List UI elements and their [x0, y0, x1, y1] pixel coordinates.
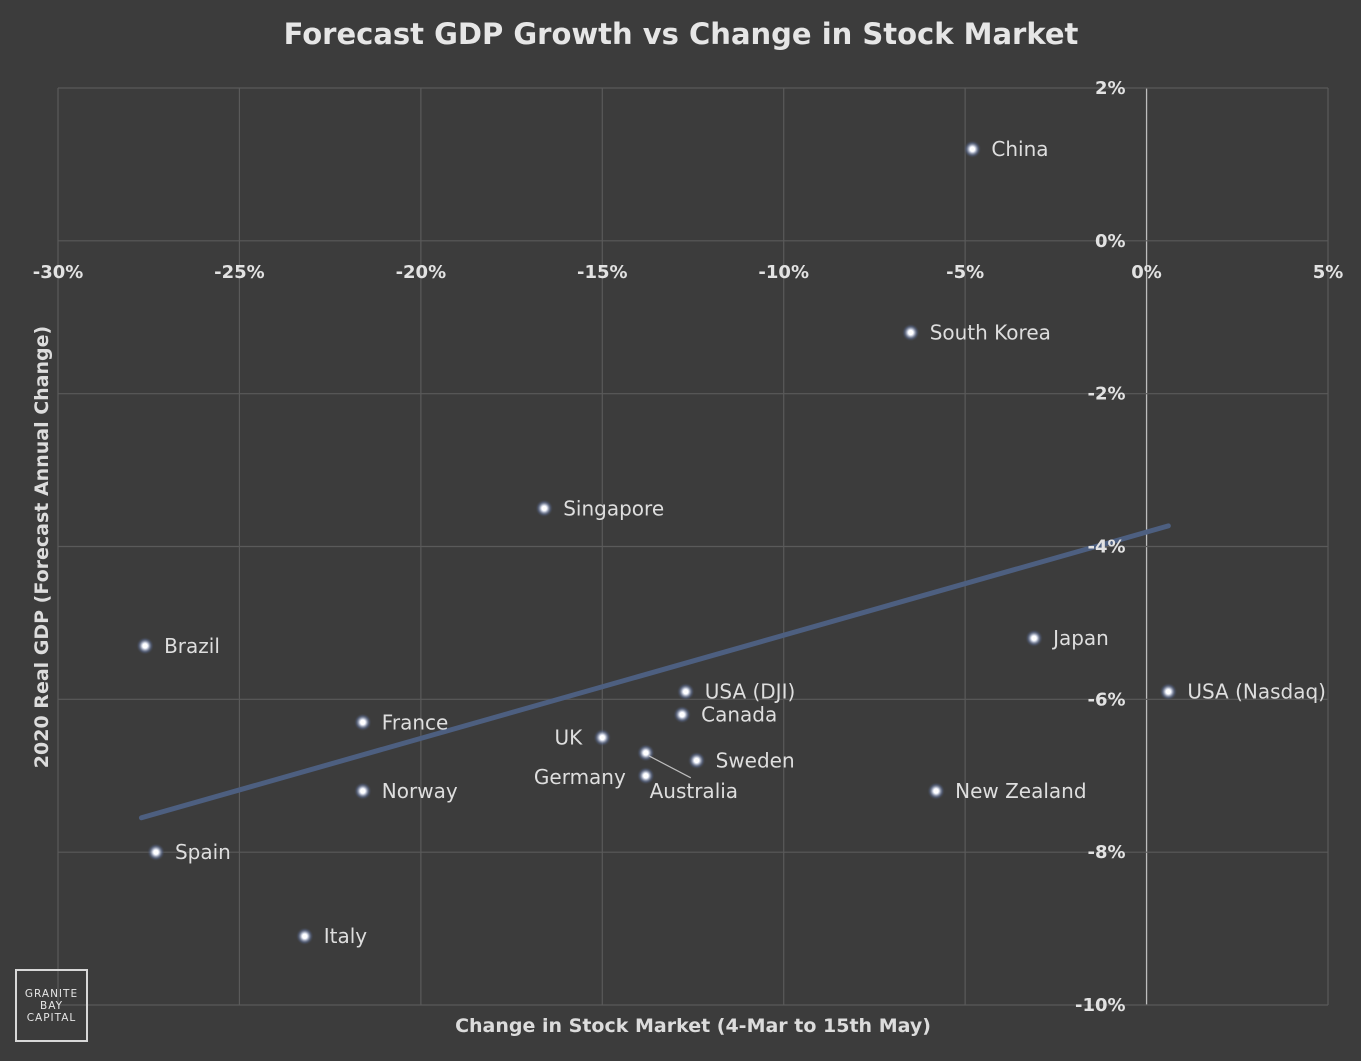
y-tick-label: -2%: [1088, 384, 1126, 405]
point-label: USA (DJI): [705, 680, 796, 704]
point-label: Italy: [324, 924, 368, 948]
y-tick-label: -10%: [1075, 995, 1126, 1016]
point-dot: [1165, 689, 1171, 695]
tick-labels: -30% -25% -20% -15% -10% -5% 0% 5% 2% 0% -2% -4% -6%…: [33, 78, 1344, 1016]
point-dot: [541, 505, 547, 511]
data-point: Sweden: [687, 748, 795, 772]
x-tick-label: 5%: [1313, 262, 1344, 283]
data-point: Germany: [534, 765, 655, 789]
data-point: Japan: [1025, 626, 1109, 650]
y-tick-label: 2%: [1095, 78, 1126, 99]
x-tick-label: -30%: [33, 262, 84, 283]
point-dot: [969, 146, 976, 152]
point-dot: [679, 712, 685, 718]
point-label: Canada: [701, 703, 777, 727]
y-tick-label: -6%: [1088, 689, 1126, 710]
point-dot: [643, 773, 649, 779]
data-point: Brazil: [136, 634, 220, 658]
point-label: Sweden: [716, 748, 795, 772]
x-tick-label: -25%: [214, 262, 265, 283]
point-dot: [302, 933, 308, 939]
point-label: China: [991, 137, 1048, 161]
logo-line-3: CAPITAL: [26, 1011, 77, 1024]
data-point: New Zealand: [927, 779, 1087, 803]
point-label: Germany: [534, 765, 626, 789]
y-tick-label: -8%: [1088, 842, 1126, 863]
data-point: Singapore: [535, 496, 664, 520]
data-point: Norway: [353, 779, 458, 803]
x-tick-label: -5%: [946, 262, 984, 283]
point-dot: [360, 719, 366, 725]
data-points: China South Korea Singapore Brazil Japan USA …: [136, 137, 1326, 948]
data-point: China: [963, 137, 1049, 161]
point-dot: [908, 329, 914, 336]
label-leader-line: [648, 755, 692, 779]
point-dot: [142, 643, 148, 649]
data-point: USA (Nasdaq): [1159, 680, 1326, 704]
y-tick-label: 0%: [1095, 231, 1126, 252]
y-axis-label: 2020 Real GDP (Forecast Annual Change): [31, 326, 53, 768]
point-label: Norway: [382, 779, 458, 803]
chart-title: Forecast GDP Growth vs Change in Stock M…: [284, 17, 1079, 51]
point-dot: [599, 734, 605, 741]
data-point: South Korea: [901, 321, 1051, 345]
point-label: France: [382, 710, 449, 734]
x-tick-label: 0%: [1131, 262, 1162, 283]
data-point: Spain: [146, 840, 231, 864]
data-point: Australia: [636, 743, 738, 803]
point-dot: [153, 849, 159, 855]
point-label: Brazil: [164, 634, 220, 658]
logo-line-1: GRANITE: [24, 987, 79, 1000]
data-point: USA (DJI): [676, 680, 796, 704]
point-dot: [1031, 635, 1037, 641]
x-axis-label: Change in Stock Market (4-Mar to 15th Ma…: [455, 1015, 931, 1037]
trendline-group: [138, 523, 1171, 821]
x-tick-label: -20%: [396, 262, 447, 283]
point-dot: [360, 788, 366, 794]
data-point: France: [353, 710, 449, 734]
point-dot: [933, 788, 939, 794]
y-tick-label: -4%: [1088, 537, 1126, 558]
point-dot: [643, 750, 649, 756]
point-label: UK: [555, 726, 584, 750]
point-label: South Korea: [930, 321, 1051, 345]
data-point: Italy: [295, 924, 368, 948]
granite-bay-capital-logo: GRANITE BAY CAPITAL: [15, 969, 88, 1042]
data-point: UK: [555, 726, 612, 750]
data-point: Canada: [673, 703, 777, 727]
point-label: Singapore: [563, 496, 664, 520]
x-tick-label: -10%: [758, 262, 809, 283]
point-label: USA (Nasdaq): [1187, 680, 1326, 704]
logo-line-2: BAY: [40, 999, 63, 1012]
point-label: Spain: [175, 840, 231, 864]
grid-lines: [57, 87, 1329, 1006]
point-label: New Zealand: [955, 779, 1086, 803]
point-dot: [683, 689, 689, 695]
point-dot: [694, 757, 700, 764]
point-label: Japan: [1051, 626, 1109, 650]
x-tick-label: -15%: [577, 262, 628, 283]
point-label: Australia: [650, 779, 738, 803]
trendline: [138, 523, 1171, 821]
